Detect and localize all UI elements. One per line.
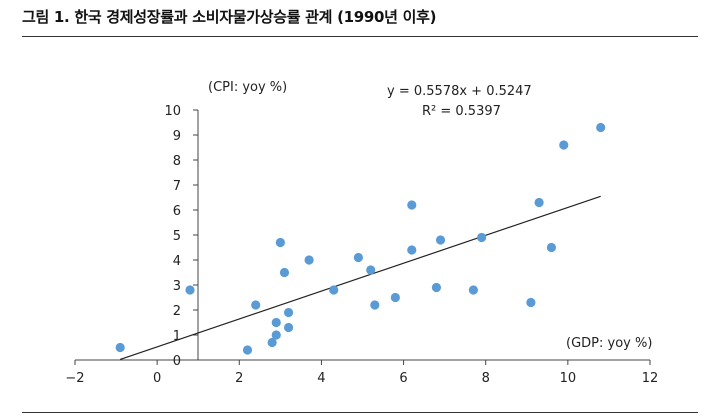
data-point <box>185 285 195 295</box>
data-point <box>267 337 277 348</box>
data-point <box>526 297 536 308</box>
y-tick-label: 5 <box>173 229 181 244</box>
y-tick-label: 9 <box>173 129 181 144</box>
x-tick-label: −2 <box>65 371 84 386</box>
data-point <box>390 292 400 303</box>
y-tick-label: 8 <box>173 154 181 169</box>
y-axis-label: (CPI: yoy %) <box>208 80 287 95</box>
data-point <box>283 322 294 333</box>
x-axis-label: (GDP: yoy %) <box>566 336 652 351</box>
data-point <box>283 307 294 318</box>
title-rule <box>22 36 698 37</box>
y-tick-label: 3 <box>173 279 181 294</box>
x-tick-label: 0 <box>153 371 161 386</box>
axes <box>74 109 651 365</box>
x-tick-label: 10 <box>560 371 577 386</box>
data-point <box>304 255 314 265</box>
data-point <box>279 267 290 278</box>
data-point <box>559 140 569 150</box>
data-point <box>468 285 478 295</box>
bottom-rule <box>22 412 698 413</box>
data-point <box>407 245 417 255</box>
data-point <box>251 300 261 310</box>
y-tick-label: 0 <box>173 354 181 369</box>
data-point <box>431 282 442 293</box>
data-points <box>115 122 606 355</box>
trendline-group <box>119 195 601 361</box>
data-point <box>435 235 446 245</box>
y-tick-label: 4 <box>173 254 181 269</box>
chart-title: 그림 1. 한국 경제성장률과 소비자물가상승률 관계 (1990년 이후) <box>22 8 437 26</box>
data-point <box>115 342 125 353</box>
data-point <box>242 345 253 355</box>
x-tick-label: 6 <box>399 371 407 386</box>
y-tick-label: 10 <box>164 104 181 119</box>
x-tick-label: 4 <box>317 371 325 386</box>
x-tick-label: 8 <box>482 371 490 386</box>
data-point <box>534 197 544 208</box>
trendline <box>119 195 601 361</box>
data-point <box>370 300 380 310</box>
r-squared-label: R² = 0.5397 <box>422 104 501 119</box>
y-tick-label: 6 <box>173 204 181 219</box>
data-point <box>596 122 606 133</box>
trendline-equation: y = 0.5578x + 0.5247 <box>387 84 532 99</box>
x-tick-label: 2 <box>235 371 243 386</box>
data-point <box>477 232 487 243</box>
y-tick-label: 1 <box>173 329 181 344</box>
data-point <box>271 317 281 328</box>
data-point <box>366 265 376 275</box>
data-point <box>275 237 285 248</box>
data-point <box>407 200 417 210</box>
data-point <box>353 252 363 263</box>
data-point <box>271 330 281 340</box>
data-point <box>546 242 557 253</box>
y-tick-label: 7 <box>173 179 181 194</box>
x-tick-label: 12 <box>642 371 659 386</box>
y-tick-label: 2 <box>173 304 181 319</box>
data-point <box>329 285 339 295</box>
